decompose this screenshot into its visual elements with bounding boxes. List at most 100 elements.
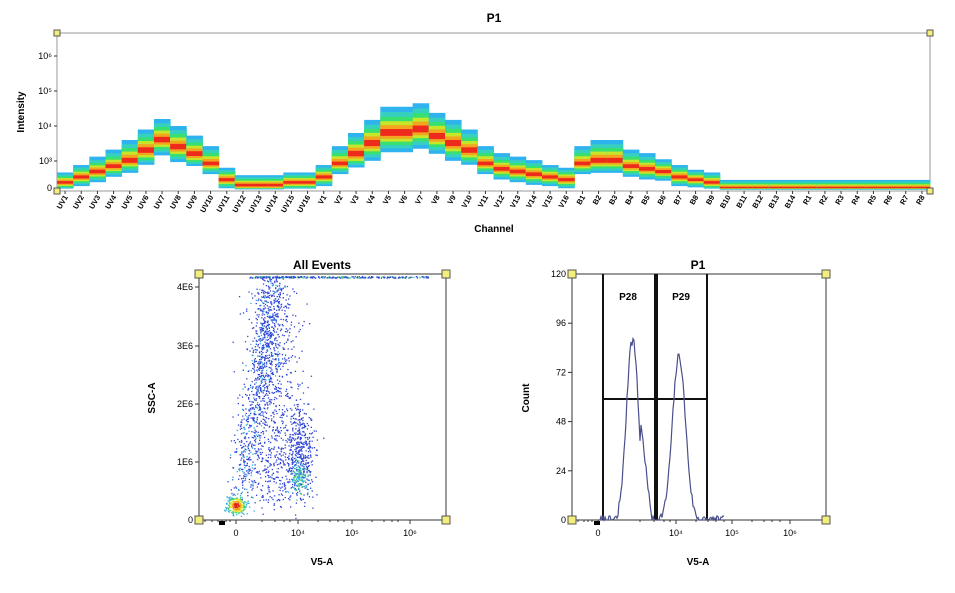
event-dot bbox=[242, 487, 244, 489]
event-dot bbox=[268, 309, 270, 311]
channel-tick-label: V9 bbox=[445, 194, 457, 206]
event-dot bbox=[253, 366, 256, 368]
event-dot bbox=[292, 492, 294, 494]
spectral-band-cell bbox=[509, 169, 527, 174]
resize-handle[interactable] bbox=[821, 515, 831, 525]
channel-tick-label: UV11 bbox=[215, 194, 232, 214]
event-dot bbox=[265, 499, 267, 501]
event-dot bbox=[286, 395, 288, 397]
event-dot bbox=[268, 379, 271, 381]
event-dot bbox=[272, 342, 275, 344]
resize-handle[interactable] bbox=[567, 515, 577, 525]
event-dot bbox=[244, 508, 246, 510]
event-dot bbox=[242, 362, 244, 364]
event-dot bbox=[292, 477, 295, 479]
event-dot bbox=[264, 307, 267, 309]
event-dot bbox=[267, 487, 269, 489]
event-dot bbox=[256, 403, 259, 406]
dotplot-events bbox=[224, 275, 430, 520]
event-dot bbox=[309, 471, 311, 473]
event-dot bbox=[286, 415, 288, 417]
resize-handle[interactable] bbox=[926, 29, 934, 37]
event-dot bbox=[247, 417, 249, 419]
event-dot bbox=[243, 383, 245, 385]
event-dot bbox=[282, 277, 284, 279]
event-dot bbox=[239, 463, 242, 465]
event-dot bbox=[308, 464, 310, 467]
event-dot bbox=[272, 426, 274, 428]
event-dot bbox=[279, 277, 281, 279]
resize-handle[interactable] bbox=[194, 515, 204, 525]
resize-handle[interactable] bbox=[821, 269, 831, 279]
event-dot bbox=[234, 503, 236, 505]
event-dot bbox=[271, 326, 273, 328]
event-dot bbox=[286, 393, 288, 396]
event-dot bbox=[267, 291, 269, 293]
event-dot bbox=[372, 276, 374, 279]
spectral-band-cell bbox=[121, 157, 139, 163]
histogram-curve bbox=[599, 336, 725, 522]
event-dot bbox=[247, 418, 249, 420]
event-dot bbox=[243, 464, 245, 466]
event-dot bbox=[268, 392, 271, 394]
event-dot bbox=[247, 447, 249, 450]
event-dot bbox=[297, 437, 299, 440]
event-dot bbox=[303, 403, 305, 405]
event-dot bbox=[264, 387, 266, 389]
event-dot bbox=[262, 433, 265, 435]
event-dot bbox=[267, 460, 269, 463]
event-dot bbox=[279, 483, 281, 485]
event-dot bbox=[299, 473, 301, 475]
event-dot bbox=[247, 470, 249, 472]
event-dot bbox=[255, 430, 257, 433]
channel-tick-label: R5 bbox=[866, 194, 879, 207]
event-dot bbox=[263, 293, 265, 295]
event-dot bbox=[297, 469, 299, 471]
event-dot bbox=[255, 405, 257, 407]
event-dot bbox=[243, 461, 245, 463]
resize-handle[interactable] bbox=[441, 269, 451, 279]
event-dot bbox=[261, 289, 263, 292]
resize-handle[interactable] bbox=[441, 515, 451, 525]
event-dot bbox=[282, 448, 284, 450]
event-dot bbox=[297, 385, 300, 387]
channel-tick-label: B5 bbox=[639, 194, 652, 207]
event-dot bbox=[305, 413, 307, 415]
event-dot bbox=[242, 468, 244, 471]
event-dot bbox=[285, 390, 287, 392]
resize-handle[interactable] bbox=[53, 187, 61, 195]
event-dot bbox=[262, 325, 264, 327]
spectral-band-cell bbox=[234, 183, 252, 187]
event-dot bbox=[287, 368, 289, 371]
event-dot bbox=[282, 422, 284, 425]
resize-handle[interactable] bbox=[926, 187, 934, 195]
event-dot bbox=[268, 475, 270, 477]
event-dot bbox=[309, 432, 311, 435]
event-dot bbox=[275, 319, 277, 322]
channel-tick-label: B2 bbox=[591, 194, 604, 207]
resize-handle[interactable] bbox=[53, 29, 61, 37]
event-dot bbox=[280, 328, 283, 331]
channel-tick-label: V6 bbox=[397, 194, 409, 206]
event-dot bbox=[298, 488, 300, 490]
event-dot bbox=[298, 487, 300, 489]
resize-handle[interactable] bbox=[194, 269, 204, 279]
event-dot bbox=[284, 456, 286, 458]
event-dot bbox=[269, 340, 271, 342]
spectral-band-cell bbox=[251, 183, 268, 187]
resize-handle[interactable] bbox=[567, 269, 577, 279]
event-dot bbox=[289, 407, 292, 410]
event-dot bbox=[275, 476, 277, 479]
event-dot bbox=[315, 476, 317, 478]
event-dot bbox=[305, 443, 307, 445]
event-dot bbox=[307, 465, 310, 467]
event-dot bbox=[307, 489, 309, 491]
event-dot bbox=[269, 290, 272, 292]
event-dot bbox=[426, 277, 428, 279]
event-dot bbox=[261, 372, 264, 374]
event-dot bbox=[278, 276, 281, 278]
event-dot bbox=[238, 508, 240, 510]
event-dot bbox=[300, 493, 303, 495]
event-dot bbox=[389, 276, 391, 278]
event-dot bbox=[248, 430, 250, 432]
